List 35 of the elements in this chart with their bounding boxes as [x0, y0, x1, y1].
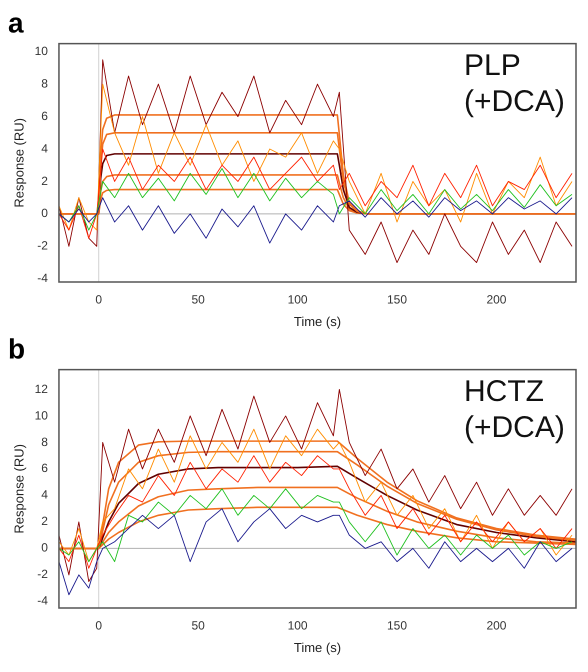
y-axis-title: Response (RU) — [11, 118, 26, 208]
x-tick-label: 100 — [288, 618, 308, 633]
y-axis-title: Response (RU) — [11, 444, 26, 534]
y-tick-label: -4 — [37, 271, 48, 286]
y-tick-label: -2 — [37, 238, 48, 253]
y-tick-label: 12 — [34, 382, 48, 396]
y-tick-label: 10 — [34, 44, 48, 58]
x-axis-title: Time (s) — [294, 314, 342, 329]
x-tick-label: 100 — [288, 292, 308, 307]
y-tick-label: 2 — [41, 514, 48, 528]
x-tick-label: 150 — [387, 292, 408, 307]
x-tick-label: 0 — [95, 292, 102, 307]
x-tick-label: 50 — [191, 292, 206, 307]
x-axis-title: Time (s) — [294, 640, 342, 655]
x-tick-label: 50 — [191, 618, 206, 633]
x-tick-label: 0 — [95, 618, 102, 633]
chart-title: b — [8, 334, 26, 365]
y-tick-label: 6 — [41, 461, 48, 476]
x-tick-label: 200 — [486, 292, 507, 307]
y-tick-label: 8 — [41, 76, 48, 90]
chart-title: a — [8, 8, 24, 39]
y-tick-label: 0 — [41, 540, 48, 555]
y-tick-label: 4 — [41, 488, 48, 502]
y-tick-label: 10 — [34, 408, 48, 422]
annotation: HCTZ (+DCA) — [464, 374, 565, 444]
y-tick-label: 8 — [41, 434, 48, 449]
y-tick-label: 6 — [41, 108, 48, 123]
y-tick-label: 0 — [41, 206, 48, 220]
annotation: PLP (+DCA) — [464, 48, 565, 118]
y-tick-label: -4 — [37, 594, 48, 608]
x-tick-label: 150 — [387, 618, 408, 633]
x-tick-label: 200 — [486, 618, 507, 633]
y-tick-label: -2 — [37, 567, 48, 582]
y-tick-label: 2 — [41, 174, 48, 188]
y-tick-label: 4 — [41, 141, 48, 156]
